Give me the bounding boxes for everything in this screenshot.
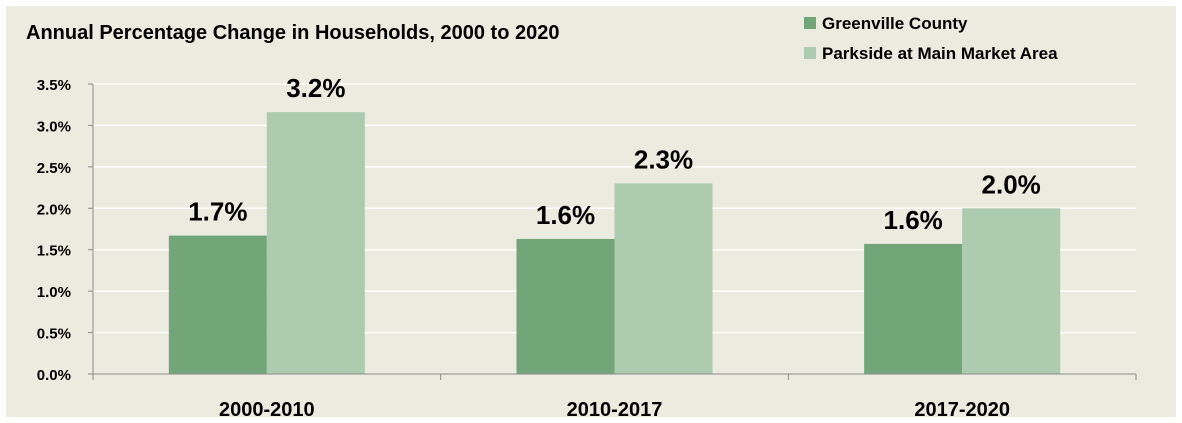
chart-title: Annual Percentage Change in Households, … [26, 22, 560, 44]
axes: 0.0% 0.5% 1.0% 1.5% 2.0% 2.5% 3.0% 3.5% 2000-201… [37, 77, 1137, 421]
y-tick-label: 1.0% [37, 284, 71, 301]
bar [962, 208, 1061, 374]
data-label: 2.0% [982, 169, 1041, 199]
data-labels: 1.7% 3.2% 1.6% 2.3% 1.6% 2.0% [188, 73, 1041, 235]
legend: Greenville County Parkside at Main Market… [804, 14, 1058, 63]
x-tick-label: 2017-2020 [914, 399, 1010, 417]
y-tick-label: 1.5% [37, 243, 71, 260]
data-label: 1.6% [536, 200, 595, 230]
bar [614, 183, 713, 374]
data-label: 3.2% [286, 73, 345, 103]
legend-label: Parkside at Main Market Area [822, 44, 1058, 63]
y-tick-label: 2.5% [37, 160, 71, 177]
data-label: 1.7% [188, 197, 247, 227]
legend-swatch [804, 47, 816, 59]
y-tick-label: 0.0% [37, 367, 71, 384]
data-label: 2.3% [634, 144, 693, 174]
y-tick-label: 0.5% [37, 326, 71, 343]
bar [266, 112, 365, 375]
bar [864, 243, 963, 374]
chart-container: 0.0% 0.5% 1.0% 1.5% 2.0% 2.5% 3.0% 3.5% 2000-201… [6, 6, 1176, 421]
bars [168, 112, 1061, 375]
x-tick-label: 2010-2017 [567, 399, 663, 417]
legend-label: Greenville County [822, 14, 968, 33]
bar-chart: 0.0% 0.5% 1.0% 1.5% 2.0% 2.5% 3.0% 3.5% 2000-201… [26, 14, 1137, 421]
bar [168, 235, 267, 374]
bar [516, 238, 615, 374]
y-tick-label: 3.0% [37, 118, 71, 135]
y-tick-label: 2.0% [37, 201, 71, 218]
data-label: 1.6% [884, 205, 943, 235]
x-tick-label: 2000-2010 [219, 399, 315, 417]
y-tick-label: 3.5% [37, 77, 71, 94]
legend-swatch [804, 17, 816, 29]
